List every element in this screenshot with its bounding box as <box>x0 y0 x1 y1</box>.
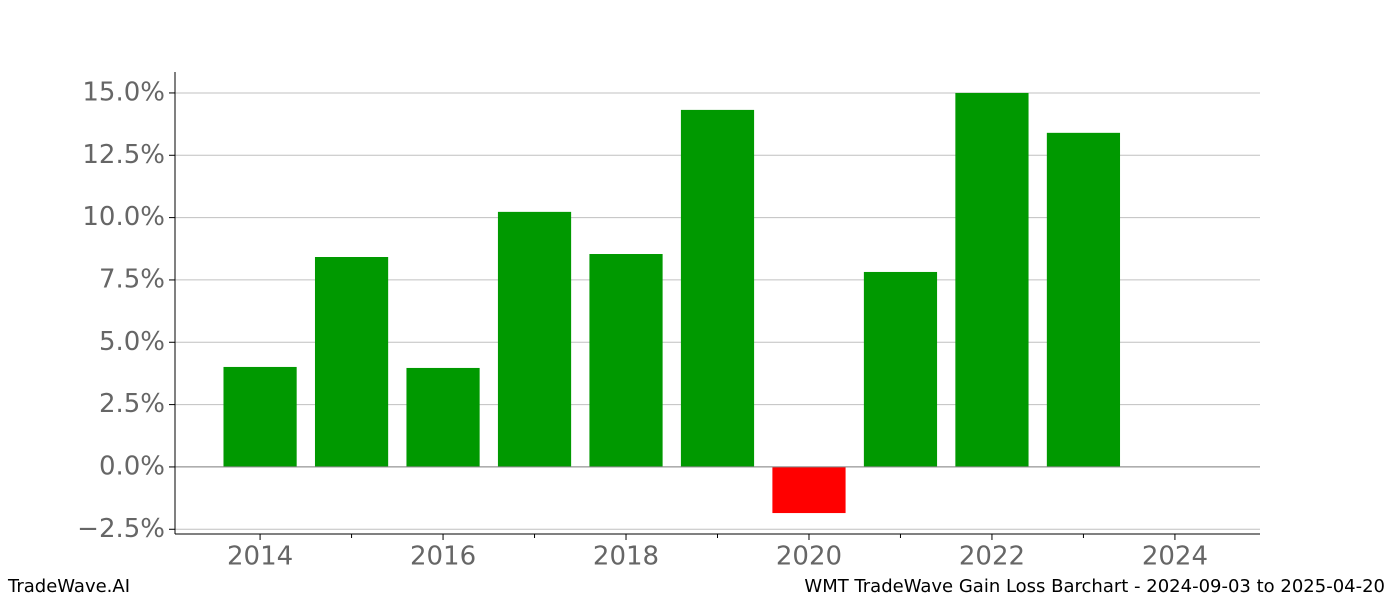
bar <box>772 466 846 514</box>
bar <box>1046 132 1121 467</box>
y-tick-label: 5.0% <box>99 327 165 357</box>
footer-right: WMT TradeWave Gain Loss Barchart - 2024-… <box>804 576 1385 597</box>
bar <box>589 254 663 467</box>
bar <box>863 271 938 467</box>
bar <box>955 92 1029 467</box>
y-tick-label: 10.0% <box>82 202 165 232</box>
x-tick-label: 2016 <box>410 542 476 572</box>
y-tick-label: 15.0% <box>82 77 165 107</box>
y-tick-label: 0.0% <box>99 451 165 481</box>
bar <box>223 366 297 467</box>
y-tick-label: −2.5% <box>77 514 165 544</box>
x-tick-label: 2022 <box>959 542 1025 572</box>
bar <box>314 256 389 467</box>
bar <box>680 109 755 467</box>
x-tick-label: 2018 <box>593 542 659 572</box>
x-tick-label: 2020 <box>776 542 842 572</box>
y-tick-label: 12.5% <box>82 140 165 170</box>
x-tick-label: 2024 <box>1142 542 1208 572</box>
y-tick-label: 7.5% <box>99 264 165 294</box>
x-tick-label: 2014 <box>227 542 293 572</box>
bar <box>406 367 480 467</box>
footer-left: TradeWave.AI <box>7 576 130 597</box>
y-tick-label: 2.5% <box>99 389 165 419</box>
bar <box>497 211 572 467</box>
